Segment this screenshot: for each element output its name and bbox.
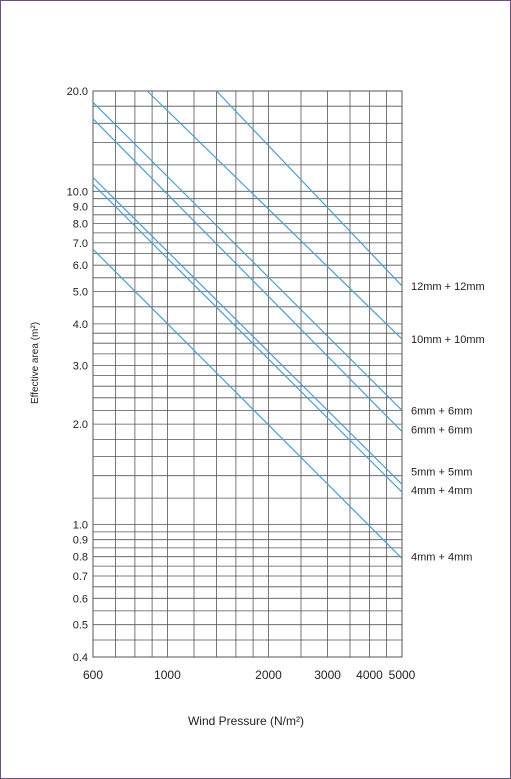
y-tick-label: 0.6 <box>73 593 88 605</box>
plot-border <box>92 90 403 658</box>
y-tick-label: 5.0 <box>73 287 88 299</box>
y-tick-label: 0.9 <box>73 535 88 547</box>
y-tick-label: 2.0 <box>73 419 88 431</box>
y-tick-label: 1.0 <box>73 519 88 531</box>
chart-series <box>92 90 403 559</box>
x-axis-label: Wind Pressure (N/m²) <box>188 714 304 728</box>
y-tick-label: 10.0 <box>67 186 88 198</box>
x-tick-label: 600 <box>83 668 103 682</box>
y-tick-labels: 0.4 0.5 0.6 0.7 0.8 0.9 1.0 2.0 3.0 4.0 5.0 6.0 7.0 8… <box>67 86 88 664</box>
series-label: 4mm + 4mm <box>411 552 472 564</box>
x-tick-label: 5000 <box>389 668 416 682</box>
y-tick-label: 0.5 <box>73 620 88 632</box>
series-line <box>146 90 403 340</box>
series-label: 4mm + 4mm <box>411 485 472 497</box>
y-tick-label: 0.8 <box>73 552 88 564</box>
x-tick-label: 1000 <box>154 668 181 682</box>
y-tick-label: 7.0 <box>73 238 88 250</box>
series-line <box>92 118 403 433</box>
series-labels: 12mm + 12mm 10mm + 10mm 6mm + 6mm 6mm + 6mm… <box>411 281 485 564</box>
chart-grid <box>92 90 403 658</box>
x-tick-label: 4000 <box>356 668 383 682</box>
y-tick-label: 3.0 <box>73 361 88 373</box>
y-tick-label: 0.4 <box>73 652 88 664</box>
y-tick-label: 20.0 <box>67 86 88 98</box>
series-line <box>92 248 403 559</box>
series-line <box>92 183 403 493</box>
y-axis-label: Effective area (m²) <box>30 322 41 404</box>
y-tick-label: 6.0 <box>73 260 88 272</box>
series-line <box>92 177 403 485</box>
series-label: 6mm + 6mm <box>411 405 472 417</box>
y-tick-label: 4.0 <box>73 319 88 331</box>
series-label: 5mm + 5mm <box>411 467 472 479</box>
series-line <box>92 101 403 411</box>
x-tick-labels: 600 1000 2000 3000 4000 5000 <box>83 668 416 682</box>
y-tick-label: 0.7 <box>73 571 88 583</box>
series-label: 12mm + 12mm <box>411 281 485 293</box>
series-label: 10mm + 10mm <box>411 334 485 346</box>
x-tick-label: 3000 <box>314 668 341 682</box>
y-tick-label: 9.0 <box>73 202 88 214</box>
series-line <box>216 90 403 287</box>
x-tick-label: 2000 <box>255 668 282 682</box>
series-label: 6mm + 6mm <box>411 424 472 436</box>
y-tick-label: 8.0 <box>73 219 88 231</box>
